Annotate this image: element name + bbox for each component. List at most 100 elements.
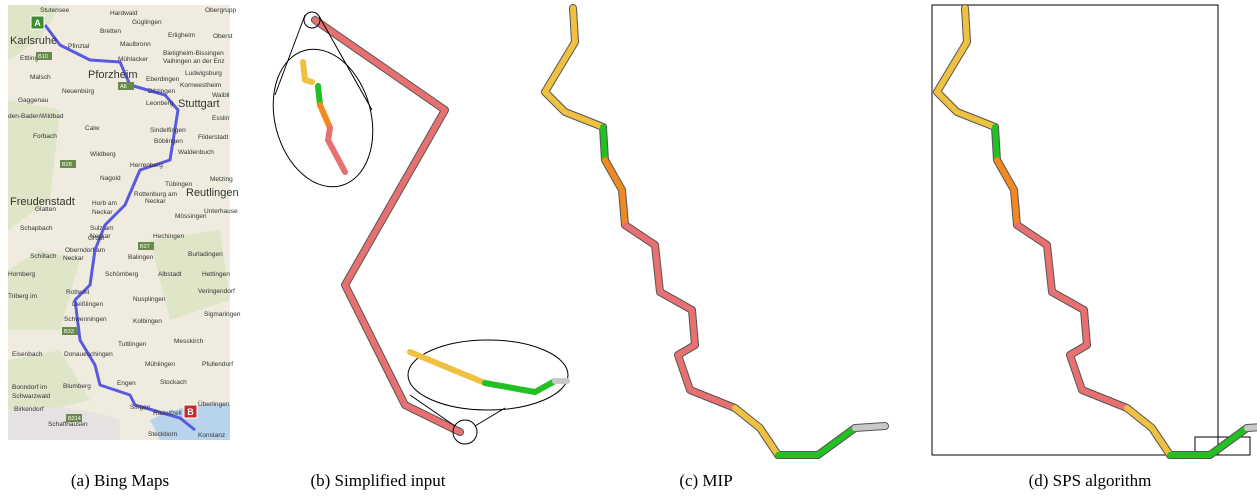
route bbox=[855, 426, 885, 428]
place-label: Schwarzwald bbox=[12, 393, 51, 400]
place-label: Mühlingen bbox=[145, 361, 175, 368]
place-label: Malsch bbox=[30, 74, 51, 81]
road-label: B33 bbox=[64, 329, 74, 335]
place-label: Gruol bbox=[88, 235, 104, 242]
route bbox=[485, 381, 555, 392]
place-label: Esslin bbox=[212, 115, 230, 122]
place-label: Tuttlingen bbox=[118, 341, 147, 348]
place-label: Vaihingen an der Enz bbox=[163, 58, 225, 65]
frame bbox=[932, 5, 1218, 455]
place-label: Triberg im bbox=[8, 293, 37, 300]
place-label: Horb am bbox=[92, 200, 117, 207]
place-label: Glatten bbox=[35, 206, 56, 213]
place-label: Herrenberg bbox=[130, 162, 163, 169]
place-label: Bietigheim-Bissingen bbox=[163, 50, 224, 57]
figure: KarlsruheStutenseeHardwaldObergruppGügli… bbox=[0, 0, 1257, 497]
place-label: Steckborn bbox=[148, 431, 178, 438]
place-label: Forbach bbox=[33, 133, 57, 140]
place-label: Rottenburg am bbox=[134, 191, 177, 198]
place-label: Calw bbox=[85, 125, 100, 132]
place-label: Hettingen bbox=[202, 271, 230, 278]
route-outline bbox=[778, 428, 855, 455]
place-label: Deißlingen bbox=[72, 301, 103, 308]
route-outline bbox=[1170, 428, 1247, 455]
place-label: Nusplingen bbox=[133, 296, 166, 303]
place-label: Konstanz bbox=[198, 432, 225, 439]
place-label: Obergrupp bbox=[205, 7, 236, 14]
place-label: Oberndorf am bbox=[65, 247, 105, 254]
place-label: Kolbingen bbox=[133, 318, 162, 325]
place-label: den-Baden bbox=[8, 113, 40, 120]
place-label: Güglingen bbox=[132, 19, 162, 26]
route bbox=[995, 127, 997, 160]
place-label: Birkendorf bbox=[14, 406, 44, 413]
place-label: Neuenbürg bbox=[62, 88, 95, 95]
captions: (a) Bing Maps (b) Simplified input (c) M… bbox=[71, 471, 1152, 490]
place-label: Gaggenau bbox=[18, 97, 49, 104]
place-label: Filderstadt bbox=[198, 134, 229, 141]
place-label: Stockach bbox=[160, 379, 187, 386]
simplified-panel bbox=[259, 12, 568, 444]
place-label: Überlingen bbox=[198, 400, 230, 408]
place-label: Unterhause bbox=[204, 208, 238, 215]
marker-label: A bbox=[34, 18, 41, 28]
place-label: Rottweil bbox=[66, 289, 90, 296]
route bbox=[735, 408, 778, 455]
place-label: Stutensee bbox=[40, 7, 70, 14]
route bbox=[937, 8, 995, 127]
road-label: B27 bbox=[140, 244, 150, 250]
place-label: Reutlingen bbox=[186, 187, 239, 199]
route bbox=[1017, 225, 1127, 408]
place-label: Bretten bbox=[100, 28, 121, 35]
place-label: Albstadt bbox=[158, 271, 182, 278]
route bbox=[625, 225, 735, 408]
place-label: Mühlacker bbox=[118, 56, 149, 63]
place-label: Messkirch bbox=[174, 338, 204, 345]
route bbox=[315, 20, 460, 432]
caption: (d) SPS algorithm bbox=[1029, 471, 1152, 490]
place-label: Kornwestheim bbox=[180, 82, 221, 89]
place-label: Bonndorf im bbox=[12, 384, 47, 391]
place-label: Schiltach bbox=[30, 253, 57, 260]
route bbox=[303, 62, 312, 82]
place-label: Wildberg bbox=[90, 151, 116, 158]
place-label: Singen bbox=[130, 404, 151, 411]
place-label: Blumberg bbox=[63, 383, 91, 390]
place-label: Engen bbox=[117, 380, 136, 387]
route bbox=[603, 127, 605, 160]
route bbox=[545, 8, 603, 127]
place-label: Erligheim bbox=[168, 32, 195, 39]
place-label: Donaueschingen bbox=[64, 351, 113, 358]
zoom-ellipse bbox=[408, 340, 568, 410]
mip-panel bbox=[545, 8, 885, 455]
place-label: Schaffhausen bbox=[48, 421, 88, 428]
caption: (b) Simplified input bbox=[310, 471, 445, 490]
place-label: Hechingen bbox=[153, 233, 184, 240]
road-label: B10 bbox=[38, 54, 48, 60]
place-label: Eberdingen bbox=[146, 76, 180, 83]
caption: (c) MIP bbox=[679, 471, 732, 490]
place-label: Balingen bbox=[128, 254, 154, 261]
place-label: Ludwigsburg bbox=[185, 70, 222, 77]
zoom-line bbox=[275, 15, 305, 95]
place-label: Nagold bbox=[100, 175, 121, 182]
place-label: Burladingen bbox=[188, 251, 223, 258]
place-label: Sigmaringen bbox=[204, 311, 241, 318]
place-label: Eisenbach bbox=[12, 351, 43, 358]
place-label: Oberst bbox=[213, 33, 233, 40]
place-label: Schapbach bbox=[20, 225, 53, 232]
place-label: Ditzingen bbox=[148, 88, 175, 95]
place-label: Neckar bbox=[63, 255, 84, 262]
route bbox=[328, 128, 345, 172]
place-label: Veringendorf bbox=[198, 288, 235, 295]
place-label: Pfinztal bbox=[68, 43, 90, 50]
place-label: Karlsruhe bbox=[10, 35, 57, 47]
place-label: Wildbad bbox=[40, 113, 64, 120]
place-label: Radolfzell bbox=[153, 410, 182, 417]
place-label: Schömberg bbox=[105, 271, 139, 278]
road-label: B314 bbox=[68, 416, 81, 422]
route-outline bbox=[625, 225, 735, 408]
place-label: Metzing bbox=[210, 176, 233, 183]
sps-panel bbox=[932, 5, 1257, 455]
route bbox=[320, 105, 330, 128]
